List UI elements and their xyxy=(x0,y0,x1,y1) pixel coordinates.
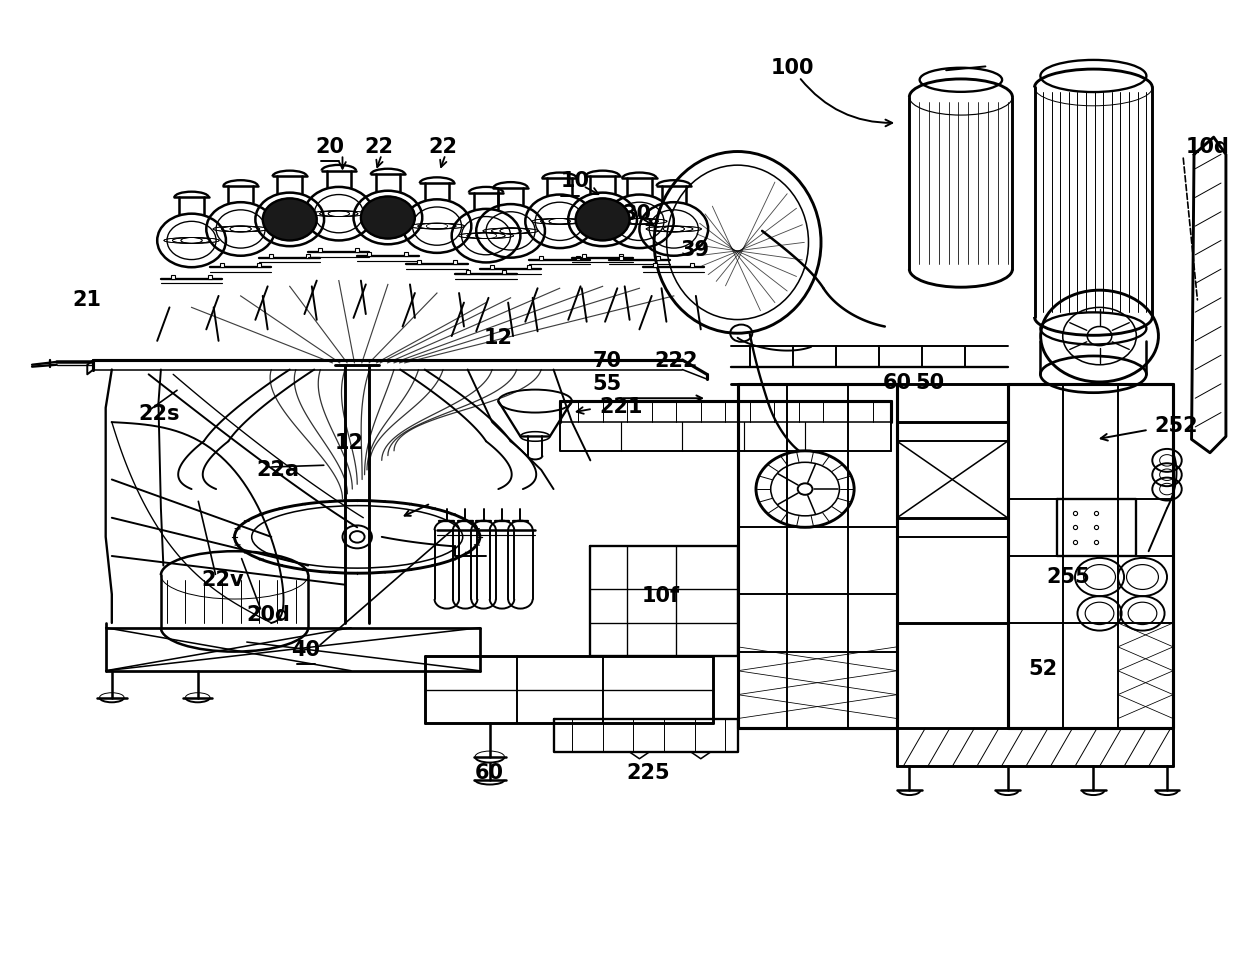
Text: 22a: 22a xyxy=(257,460,300,480)
Text: 52: 52 xyxy=(1028,659,1058,679)
Text: 22: 22 xyxy=(429,137,458,156)
Text: 50: 50 xyxy=(915,373,945,393)
Text: 222: 222 xyxy=(655,351,698,371)
Text: 60: 60 xyxy=(883,373,911,393)
Text: 12: 12 xyxy=(335,433,365,454)
Text: 225: 225 xyxy=(626,763,670,784)
Text: 39: 39 xyxy=(680,240,709,260)
Circle shape xyxy=(342,526,372,549)
Text: 40: 40 xyxy=(291,640,320,660)
Text: 22: 22 xyxy=(365,137,394,156)
Text: 252: 252 xyxy=(1154,416,1198,436)
Text: 20d: 20d xyxy=(247,605,290,625)
Circle shape xyxy=(361,197,415,239)
Circle shape xyxy=(263,199,316,241)
Text: 60: 60 xyxy=(475,763,505,784)
Text: 10: 10 xyxy=(560,171,590,191)
Text: 12: 12 xyxy=(484,328,513,348)
Text: 20: 20 xyxy=(316,137,345,156)
Text: 255: 255 xyxy=(1047,567,1090,587)
Text: 100: 100 xyxy=(771,58,815,79)
Text: 22s: 22s xyxy=(139,405,180,425)
Text: 70: 70 xyxy=(593,351,621,371)
Text: 22v: 22v xyxy=(201,570,244,590)
Text: 21: 21 xyxy=(73,290,102,310)
Text: 30: 30 xyxy=(622,203,651,223)
Text: 10f: 10f xyxy=(642,586,680,606)
Text: 55: 55 xyxy=(593,374,622,394)
Text: 221: 221 xyxy=(599,397,642,417)
Circle shape xyxy=(575,199,630,241)
Text: 10d: 10d xyxy=(1185,137,1229,156)
